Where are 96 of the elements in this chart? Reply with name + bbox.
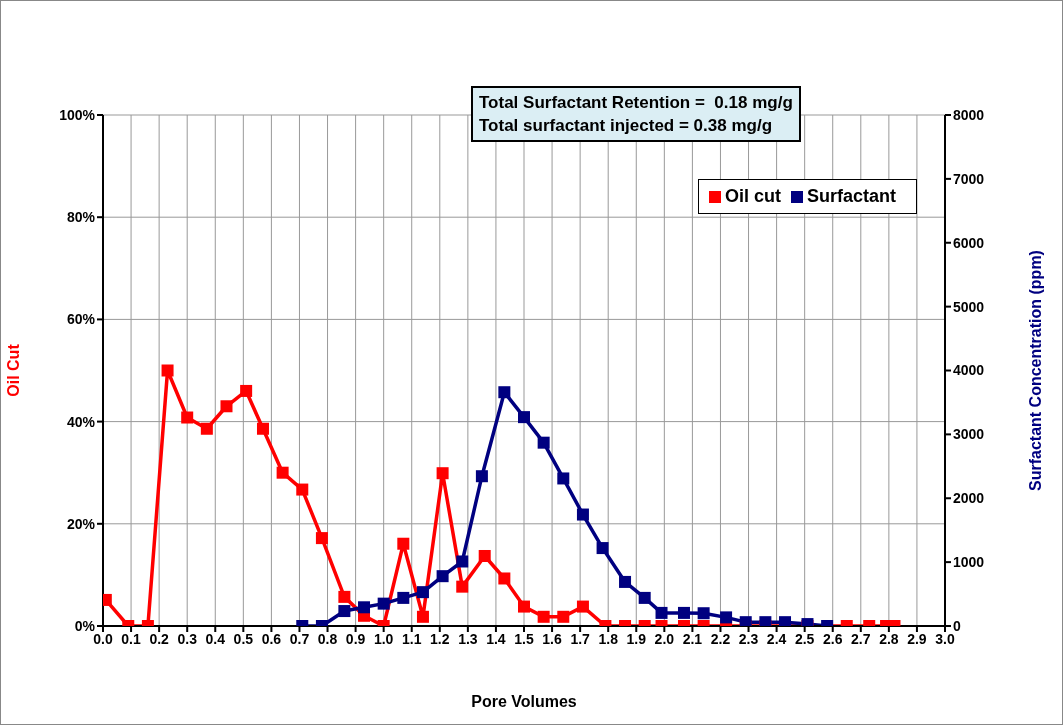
- point: [518, 411, 530, 424]
- x-tick-label: 0.1: [121, 630, 142, 647]
- x-tick-label: 0.4: [205, 630, 226, 647]
- x-tick-label: 1.2: [430, 630, 450, 647]
- point: [220, 400, 233, 413]
- x-axis-title: Pore Volumes: [471, 693, 577, 711]
- x-tick-label: 0.0: [93, 630, 113, 647]
- point: [655, 606, 668, 619]
- point: [276, 466, 289, 479]
- x-tick-label: 1.5: [514, 630, 534, 647]
- point: [338, 590, 351, 603]
- annotation: Total surfactant injected = 0.38 mg/g: [479, 115, 773, 137]
- x-tick-label: 0.7: [289, 630, 310, 647]
- x-tick-label: 2.9: [907, 630, 927, 647]
- x-tick-label: 0.2: [149, 630, 170, 647]
- point: [377, 597, 390, 610]
- y-tick-label: 40%: [66, 413, 96, 430]
- y2-tick-label: 2000: [953, 490, 985, 507]
- x-tick-label: 3.0: [935, 630, 955, 647]
- point: [456, 580, 469, 593]
- point: [537, 436, 550, 449]
- point: [619, 575, 632, 588]
- y-tick-label: 0%: [74, 617, 96, 634]
- x-tick-label: 1.7: [570, 630, 591, 647]
- x-tick-label: 2.8: [879, 630, 899, 647]
- point: [397, 591, 410, 604]
- y2-tick-label: 4000: [953, 362, 985, 379]
- point: [338, 605, 351, 618]
- y-tick-label: 80%: [66, 209, 96, 226]
- x-tick-label: 0.3: [177, 630, 198, 647]
- y2-tick-label: 8000: [953, 106, 985, 123]
- point: [576, 600, 589, 613]
- point: [779, 616, 792, 626]
- y2-tick-label: 7000: [953, 170, 985, 187]
- point: [315, 532, 328, 545]
- point: [161, 364, 174, 377]
- point: [677, 606, 690, 619]
- y-tick-label: 100%: [59, 106, 96, 123]
- x-tick-label: 0.9: [345, 630, 366, 647]
- y-tick-label: 60%: [66, 311, 96, 328]
- x-tick-label: 0.8: [317, 630, 338, 647]
- point: [436, 570, 449, 583]
- point: [416, 586, 429, 599]
- x-tick-label: 1.6: [542, 630, 563, 647]
- x-tick-label: 1.3: [458, 630, 478, 647]
- y-axis-title: Oil Cut: [4, 343, 22, 397]
- x-tick-label: 1.0: [373, 630, 394, 647]
- point: [596, 542, 609, 555]
- point: [638, 591, 651, 604]
- x-tick-label: 2.2: [710, 630, 731, 647]
- point: [739, 616, 752, 626]
- x-tick-label: 2.0: [654, 630, 675, 647]
- point: [576, 508, 589, 521]
- y2-tick-label: 5000: [953, 298, 985, 315]
- point: [181, 411, 194, 424]
- x-tick-label: 1.8: [598, 630, 619, 647]
- y2-tick-label: 3000: [953, 426, 985, 443]
- point: [518, 600, 530, 613]
- point: [256, 422, 269, 435]
- y2-tick-label: 1000: [953, 554, 985, 571]
- x-tick-label: 0.6: [261, 630, 282, 647]
- x-tick-label: 2.4: [766, 630, 787, 647]
- point: [557, 472, 570, 485]
- point: [358, 601, 371, 614]
- x-tick-label: 2.1: [682, 630, 703, 647]
- point: [720, 611, 733, 624]
- x-tick-label: 2.5: [794, 630, 815, 647]
- point: [416, 610, 429, 623]
- y-tick-label: 20%: [66, 515, 96, 532]
- point: [475, 470, 488, 483]
- point: [498, 386, 511, 399]
- point: [498, 572, 511, 585]
- x-tick-label: 1.9: [626, 630, 647, 647]
- point: [397, 537, 410, 550]
- point: [456, 555, 469, 568]
- note-box: Total Surfactant Retention = 0.18 mg/g Total surfactant injected = 0.38 mg/g: [471, 86, 801, 142]
- point: [296, 483, 309, 496]
- point: [240, 384, 253, 397]
- point: [697, 607, 710, 620]
- point: [478, 549, 491, 562]
- legend-label: Surfactant: [806, 186, 896, 206]
- y2-tick-label: 0: [953, 617, 961, 634]
- y2-tick-label: 6000: [953, 234, 985, 251]
- point: [557, 610, 570, 623]
- x-tick-label: 1.4: [486, 630, 506, 647]
- y2-axis-title: Surfactant Concentration (ppm): [1026, 250, 1044, 491]
- x-tick-label: 0.5: [233, 630, 254, 647]
- x-tick-label: 2.7: [851, 630, 871, 647]
- point: [436, 467, 449, 480]
- x-tick-label: 2.3: [738, 630, 759, 647]
- point: [200, 422, 213, 435]
- x-tick-label: 1.1: [402, 630, 422, 647]
- point: [537, 610, 550, 623]
- x-tick-label: 2.6: [823, 630, 843, 647]
- legend-label: Oil cut: [724, 186, 781, 206]
- point: [759, 616, 772, 626]
